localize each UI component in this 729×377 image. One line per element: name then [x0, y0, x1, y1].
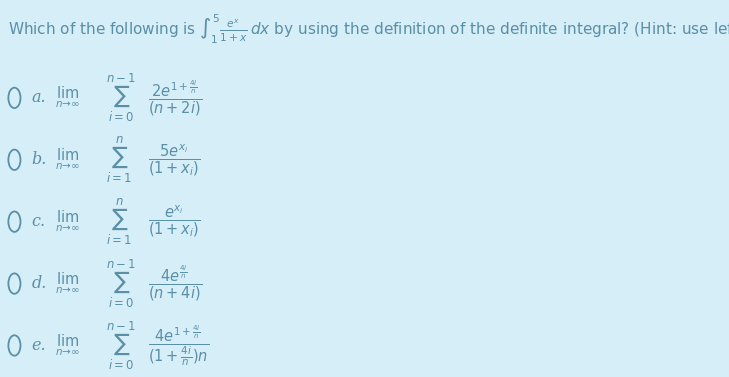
Text: Which of the following is $\int_1^5 \frac{e^x}{1+x}\,dx$ by using the definition: Which of the following is $\int_1^5 \fra…: [8, 12, 729, 46]
Text: $\lim_{n\to\infty}$: $\lim_{n\to\infty}$: [55, 147, 79, 172]
Text: $\sum_{i=1}^{n}$: $\sum_{i=1}^{n}$: [106, 197, 132, 247]
Text: $\sum_{i=0}^{n-1}$: $\sum_{i=0}^{n-1}$: [106, 319, 136, 372]
Text: $\dfrac{2e^{1+\frac{4i}{n}}}{(n+2i)}$: $\dfrac{2e^{1+\frac{4i}{n}}}{(n+2i)}$: [148, 78, 202, 118]
Text: $\dfrac{5e^{x_i}}{(1+x_i)}$: $\dfrac{5e^{x_i}}{(1+x_i)}$: [148, 142, 200, 178]
Text: $\dfrac{4e^{\frac{4i}{n}}}{(n+4i)}$: $\dfrac{4e^{\frac{4i}{n}}}{(n+4i)}$: [148, 264, 202, 303]
Text: c.: c.: [31, 213, 46, 230]
Text: $\dfrac{4e^{1+\frac{4i}{n}}}{(1+\frac{4i}{n})n}$: $\dfrac{4e^{1+\frac{4i}{n}}}{(1+\frac{4i…: [148, 323, 209, 368]
Text: $\lim_{n\to\infty}$: $\lim_{n\to\infty}$: [55, 271, 79, 296]
Text: $\sum_{i=1}^{n}$: $\sum_{i=1}^{n}$: [106, 135, 132, 185]
Text: d.: d.: [31, 275, 47, 292]
Text: $\dfrac{e^{x_i}}{(1+x_i)}$: $\dfrac{e^{x_i}}{(1+x_i)}$: [148, 204, 200, 239]
Text: $\lim_{n\to\infty}$: $\lim_{n\to\infty}$: [55, 209, 79, 234]
Text: e.: e.: [31, 337, 46, 354]
Text: $\sum_{i=0}^{n-1}$: $\sum_{i=0}^{n-1}$: [106, 257, 136, 310]
Text: $\lim_{n\to\infty}$: $\lim_{n\to\infty}$: [55, 85, 79, 110]
Text: $\sum_{i=0}^{n-1}$: $\sum_{i=0}^{n-1}$: [106, 72, 136, 124]
Text: a.: a.: [31, 89, 46, 106]
Text: $\lim_{n\to\infty}$: $\lim_{n\to\infty}$: [55, 333, 79, 358]
Text: b.: b.: [31, 151, 47, 168]
